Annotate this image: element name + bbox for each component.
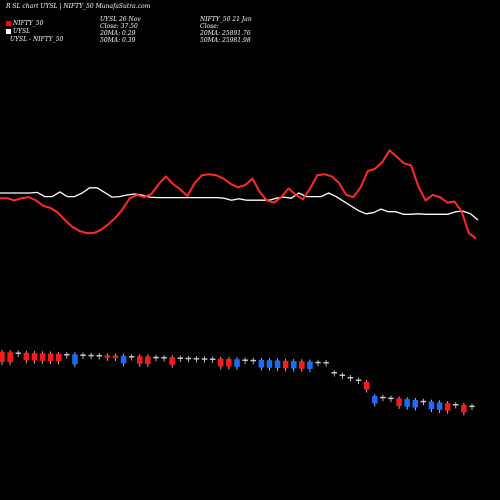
volume-bar: [404, 399, 410, 407]
volume-bar: [315, 361, 321, 364]
volume-bar: [169, 357, 175, 365]
volume-bar: [234, 359, 240, 367]
volume-bar: [209, 358, 216, 360]
volume-bar: [201, 358, 208, 360]
volume-bar: [96, 355, 102, 357]
uysl-20ma: 20MA: 0.29: [100, 30, 136, 37]
volume-bar: [39, 353, 46, 361]
volume-bar: [274, 360, 281, 368]
volume-bar: [23, 352, 30, 361]
volume-bar: [299, 361, 305, 369]
volume-bar: [444, 403, 451, 411]
volume-bar: [104, 355, 111, 358]
volume-bar: [137, 356, 143, 364]
volume-bar: [120, 355, 127, 364]
volume-bar: [420, 400, 427, 403]
volume-bar: [436, 402, 443, 410]
nifty-line: [0, 149, 477, 240]
nifty-title: NIFTY_50 21 Jan: [200, 16, 252, 23]
volume-bar: [363, 382, 370, 390]
volume-bar: [31, 353, 38, 361]
volume-bar: [177, 357, 183, 359]
volume-bar: [282, 360, 289, 369]
volume-bar: [428, 401, 435, 410]
nifty-20ma: 20MA: 25891.76: [200, 30, 251, 37]
uysl-50ma: 50MA: 0.39: [100, 37, 136, 44]
volume-bar: [339, 374, 346, 376]
legend-swatch-nifty: [6, 21, 11, 26]
volume-bar: [226, 359, 232, 367]
volume-bar: [112, 355, 119, 358]
volume-bar: [372, 396, 378, 404]
chart-title: R SL chart UYSL | NIFTY_50 MunafaSutra.c…: [6, 3, 151, 10]
legend-item-uysl: UYSL: [6, 28, 30, 35]
legend-label-nifty: NIFTY_50: [13, 20, 44, 27]
volume-bar: [193, 358, 200, 360]
volume-bar: [72, 354, 78, 365]
volume-bar: [242, 359, 248, 361]
volume-bar: [64, 354, 70, 356]
legend-item-nifty: NIFTY_50: [6, 20, 43, 27]
legend-label-diff: UYSL - NIFTY_50: [10, 36, 64, 43]
volume-bar: [161, 357, 167, 359]
volume-bar: [291, 361, 297, 369]
volume-bar: [469, 405, 475, 408]
volume-bar: [266, 360, 273, 368]
volume-bar: [396, 398, 402, 406]
volume-bar: [15, 352, 21, 354]
nifty-close: Close:: [200, 23, 219, 30]
volume-bar: [218, 358, 224, 367]
legend-item-diff: UYSL - NIFTY_50: [6, 36, 63, 43]
volume-bar: [258, 360, 265, 368]
volume-bar: [56, 353, 62, 362]
volume-bar: [128, 356, 135, 358]
volume-bar: [47, 353, 54, 361]
volume-bar: [412, 400, 418, 408]
volume-bar: [145, 356, 151, 364]
volume-bar: [347, 377, 354, 379]
legend-swatch-uysl: [6, 29, 11, 34]
volume-bar: [7, 352, 13, 363]
uysl-title: UYSL 26 Nov: [100, 16, 141, 23]
volume-bar: [80, 354, 86, 356]
legend-label-uysl: UYSL: [13, 28, 31, 35]
uysl-line: [0, 187, 479, 221]
volume-bar: [388, 397, 394, 400]
volume-bar: [331, 372, 337, 374]
volume-bar: [0, 352, 5, 362]
volume-bar: [88, 354, 94, 357]
volume-bar: [380, 396, 386, 399]
volume-bar: [153, 356, 159, 359]
uysl-close: Close: 37.50: [100, 23, 138, 30]
volume-bar: [250, 359, 256, 362]
volume-bar: [355, 379, 362, 381]
volume-bar: [185, 357, 192, 360]
volume-bar: [323, 362, 329, 364]
nifty-50ma: 50MA: 25981.98: [200, 37, 251, 44]
volume-bar: [461, 404, 467, 413]
volume-bar: [453, 404, 459, 406]
volume-bar: [307, 361, 313, 369]
